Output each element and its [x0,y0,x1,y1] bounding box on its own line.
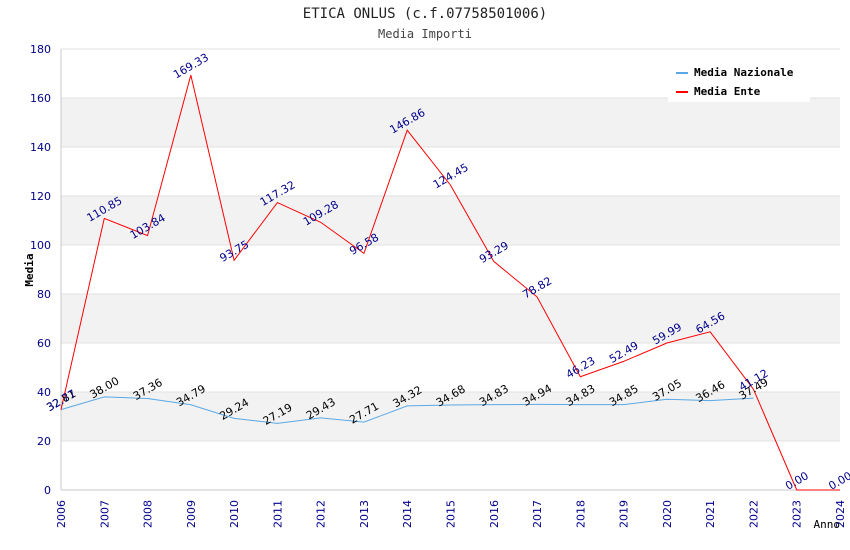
grid-band [61,98,840,147]
x-tick-label: 2016 [488,500,501,528]
y-tick-label: 140 [30,141,51,154]
y-tick-label: 60 [37,337,51,350]
x-tick-label: 2024 [834,500,847,528]
x-tick-label: 2012 [315,500,328,528]
data-label-media-ente: 0.00 [826,469,850,493]
legend-box [668,60,810,102]
x-tick-label: 2010 [228,500,241,528]
data-label-media-ente: 0.00 [783,469,811,493]
x-tick-label: 2015 [445,500,458,528]
legend-label-media-nazionale: Media Nazionale [694,66,794,79]
chart-title: ETICA ONLUS (c.f.07758501006) [302,6,548,22]
y-tick-label: 120 [30,190,51,203]
x-tick-label: 2006 [55,500,68,528]
grid-band [61,294,840,343]
x-tick-label: 2017 [531,500,544,528]
y-tick-label: 20 [37,435,51,448]
y-tick-label: 0 [44,484,51,497]
x-tick-label: 2008 [142,500,155,528]
x-tick-label: 2013 [358,500,371,528]
y-tick-label: 40 [37,386,51,399]
data-label-media-ente: 124.45 [431,161,471,192]
y-tick-label: 80 [37,288,51,301]
x-tick-label: 2007 [98,500,111,528]
x-tick-label: 2021 [704,500,717,528]
grid-band [61,196,840,245]
y-tick-label: 160 [30,92,51,105]
x-tick-label: 2014 [401,500,414,528]
series-line-media-ente [60,75,840,491]
grid-band [61,392,840,441]
x-axis-title: Anno [814,518,841,531]
y-tick-label: 180 [30,43,51,56]
chart-subtitle: Media Importi [378,27,472,41]
x-tick-label: 2018 [574,500,587,528]
x-tick-label: 2009 [185,500,198,528]
legend-label-media-ente: Media Ente [694,85,761,98]
x-tick-label: 2020 [661,500,674,528]
x-tick-label: 2022 [747,500,760,528]
x-tick-label: 2011 [271,500,284,528]
series-line-media-nazionale [60,396,754,424]
y-tick-label: 100 [30,239,51,252]
x-tick-label: 2023 [791,500,804,528]
x-tick-label: 2019 [618,500,631,528]
y-axis-title: Media [23,253,36,286]
